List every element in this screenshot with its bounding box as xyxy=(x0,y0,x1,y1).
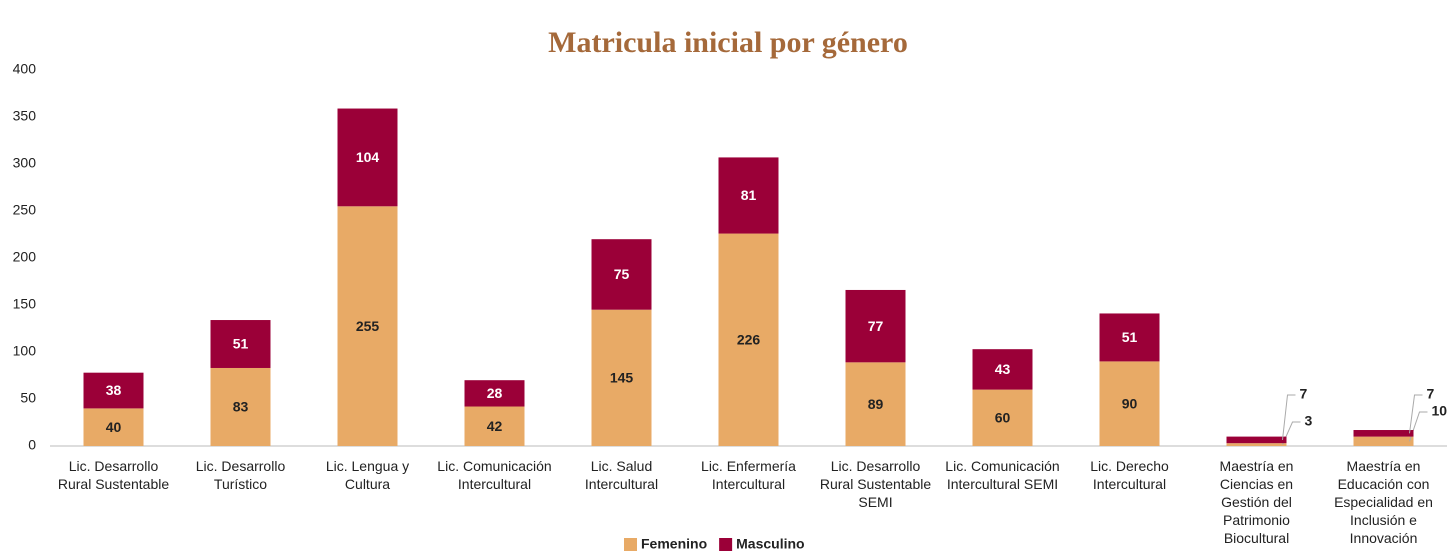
bar-segment xyxy=(1099,313,1160,362)
data-label: 51 xyxy=(233,336,249,352)
data-label: 255 xyxy=(356,318,380,334)
bar-segment xyxy=(718,233,779,446)
data-label: 38 xyxy=(106,382,122,398)
bar-segment xyxy=(210,320,271,368)
data-label: 42 xyxy=(487,418,503,434)
y-tick-label: 250 xyxy=(13,202,37,218)
data-label: 77 xyxy=(868,318,884,334)
y-tick-label: 100 xyxy=(13,343,37,359)
data-label: 28 xyxy=(487,385,503,401)
data-label: 43 xyxy=(995,361,1011,377)
data-label: 60 xyxy=(995,410,1011,426)
bar-segment xyxy=(464,406,525,446)
y-tick-label: 300 xyxy=(13,155,37,171)
data-label: 81 xyxy=(741,187,757,203)
y-tick-label: 200 xyxy=(13,249,37,265)
bar-segment xyxy=(337,206,398,446)
x-tick-label: Lic. Lengua y Cultura xyxy=(325,458,410,492)
bar-segment xyxy=(845,362,906,446)
bar-segment xyxy=(591,309,652,446)
data-label: 10 xyxy=(1432,403,1448,419)
bar-segment xyxy=(972,349,1033,390)
data-label: 90 xyxy=(1122,395,1138,411)
x-tick-label: Maestría en Educación con Especialidad e… xyxy=(1334,458,1433,546)
x-tick-label: Lic. Salud Intercultural xyxy=(584,458,659,492)
y-tick-label: 150 xyxy=(13,296,37,312)
bar-segment xyxy=(1353,430,1414,437)
data-label: 83 xyxy=(233,399,249,415)
legend-label: Femenino xyxy=(641,536,707,552)
leader-line xyxy=(1409,394,1423,434)
data-label: 7 xyxy=(1427,386,1435,402)
bar-segment xyxy=(210,367,271,446)
data-label: 226 xyxy=(737,331,761,347)
bar-segment xyxy=(337,108,398,207)
x-tick-label: Lic. Enfermería Intercultural xyxy=(701,458,796,492)
chart-title: Matricula inicial por género xyxy=(548,26,908,59)
bar-segment xyxy=(1353,436,1414,446)
x-tick-label: Maestría en Ciencias en Gestión del Patr… xyxy=(1219,458,1294,546)
bar-segment xyxy=(464,380,525,407)
bar-segment xyxy=(1226,436,1287,444)
data-label: 3 xyxy=(1305,413,1313,429)
bar-segment xyxy=(718,157,779,234)
x-tick-label: Lic. Desarrollo Rural Sustentable SEMI xyxy=(819,458,932,510)
bar-segment xyxy=(1099,361,1160,446)
y-tick-label: 0 xyxy=(28,437,36,453)
y-tick-label: 350 xyxy=(13,108,37,124)
data-label: 89 xyxy=(868,396,884,412)
data-label: 104 xyxy=(356,149,380,165)
leader-line xyxy=(1282,394,1296,440)
legend-swatch xyxy=(719,538,733,551)
bar-segment xyxy=(591,239,652,310)
y-tick-label: 50 xyxy=(20,390,36,406)
x-tick-label: Lic. Desarrollo Turístico xyxy=(195,458,286,492)
bar-segment xyxy=(845,289,906,363)
x-tick-label: Lic. Comunicación Intercultural xyxy=(437,458,552,492)
data-label: 145 xyxy=(610,370,634,386)
legend-swatch xyxy=(624,538,637,551)
x-tick-label: Lic. Desarrollo Rural Sustentable xyxy=(57,458,170,492)
x-tick-label: Lic. Derecho Intercultural xyxy=(1090,458,1169,492)
data-label: 7 xyxy=(1300,386,1308,402)
bar-segment xyxy=(972,389,1033,446)
x-tick-label: Lic. Comunicación Intercultural SEMI xyxy=(945,458,1060,492)
data-label: 75 xyxy=(614,266,630,282)
legend-label: Masculino xyxy=(736,536,804,552)
bar-segment xyxy=(83,408,144,446)
data-label: 40 xyxy=(106,419,122,435)
bar-segment xyxy=(1226,443,1287,446)
data-label: 51 xyxy=(1122,329,1138,345)
bar-segment xyxy=(83,372,144,409)
y-tick-label: 400 xyxy=(13,61,37,77)
